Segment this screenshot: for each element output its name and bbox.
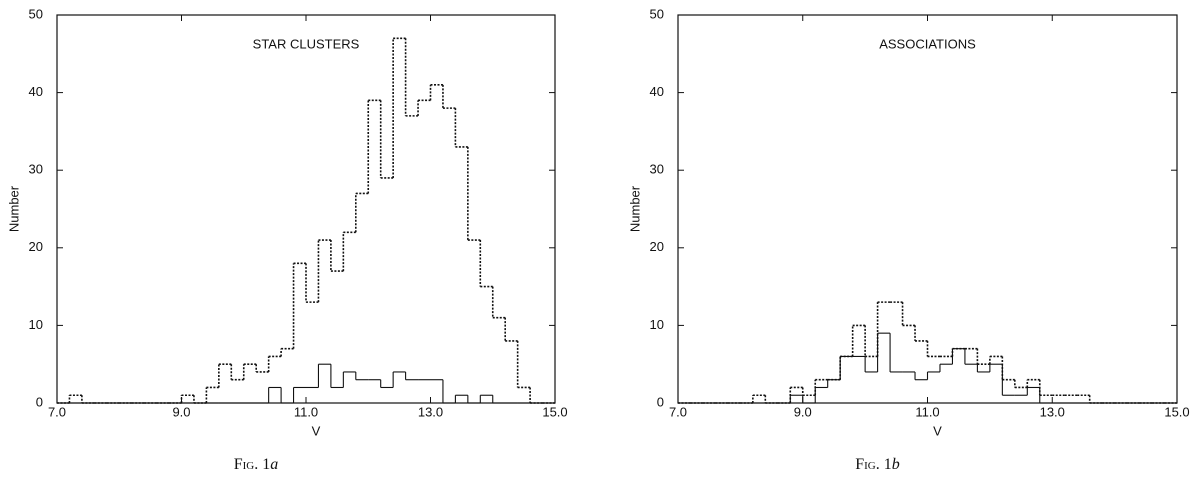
y-axis-label: Number [6, 185, 21, 232]
y-axis-label: Number [627, 185, 642, 232]
x-tick-label: 9.0 [794, 404, 812, 419]
y-tick-label: 40 [650, 84, 664, 99]
x-axis-label: V [933, 423, 942, 438]
caption-panel: b [892, 456, 900, 473]
y-tick-label: 50 [29, 6, 43, 21]
y-tick-label: 20 [650, 239, 664, 254]
x-tick-label: 7.0 [669, 404, 687, 419]
caption-panel: a [270, 456, 278, 473]
plot [57, 37, 555, 404]
x-tick-label: 13.0 [418, 404, 443, 419]
y-tick-label: 50 [650, 6, 664, 21]
y-tick-label: 30 [650, 162, 664, 177]
x-tick-label: 9.0 [172, 404, 190, 419]
x-tick-label: 11.0 [915, 404, 939, 419]
y-tick-label: 0 [657, 394, 664, 409]
y-tick-label: 0 [36, 394, 43, 409]
y-tick-label: 30 [29, 162, 43, 177]
chart-title: ASSOCIATIONS [879, 36, 976, 51]
figure-caption: Fig. 1b [855, 456, 900, 473]
x-tick-label: 15.0 [1164, 404, 1189, 419]
figure-caption: Fig. 1a [234, 456, 279, 473]
y-tick-label: 10 [29, 317, 43, 332]
x-tick-label: 11.0 [294, 404, 318, 419]
y-tick-label: 40 [29, 84, 43, 99]
y-tick-label: 20 [29, 239, 43, 254]
x-tick-label: 13.0 [1040, 404, 1065, 419]
x-axis-label: V [312, 423, 321, 438]
caption-label: Fig. 1 [855, 456, 892, 473]
y-tick-label: 10 [650, 317, 664, 332]
plot [678, 301, 1177, 404]
plot-frame [56, 14, 556, 404]
caption-label: Fig. 1 [234, 456, 271, 473]
x-tick-label: 7.0 [48, 404, 66, 419]
x-tick-label: 15.0 [542, 404, 567, 419]
chart-title: STAR CLUSTERS [253, 36, 360, 51]
